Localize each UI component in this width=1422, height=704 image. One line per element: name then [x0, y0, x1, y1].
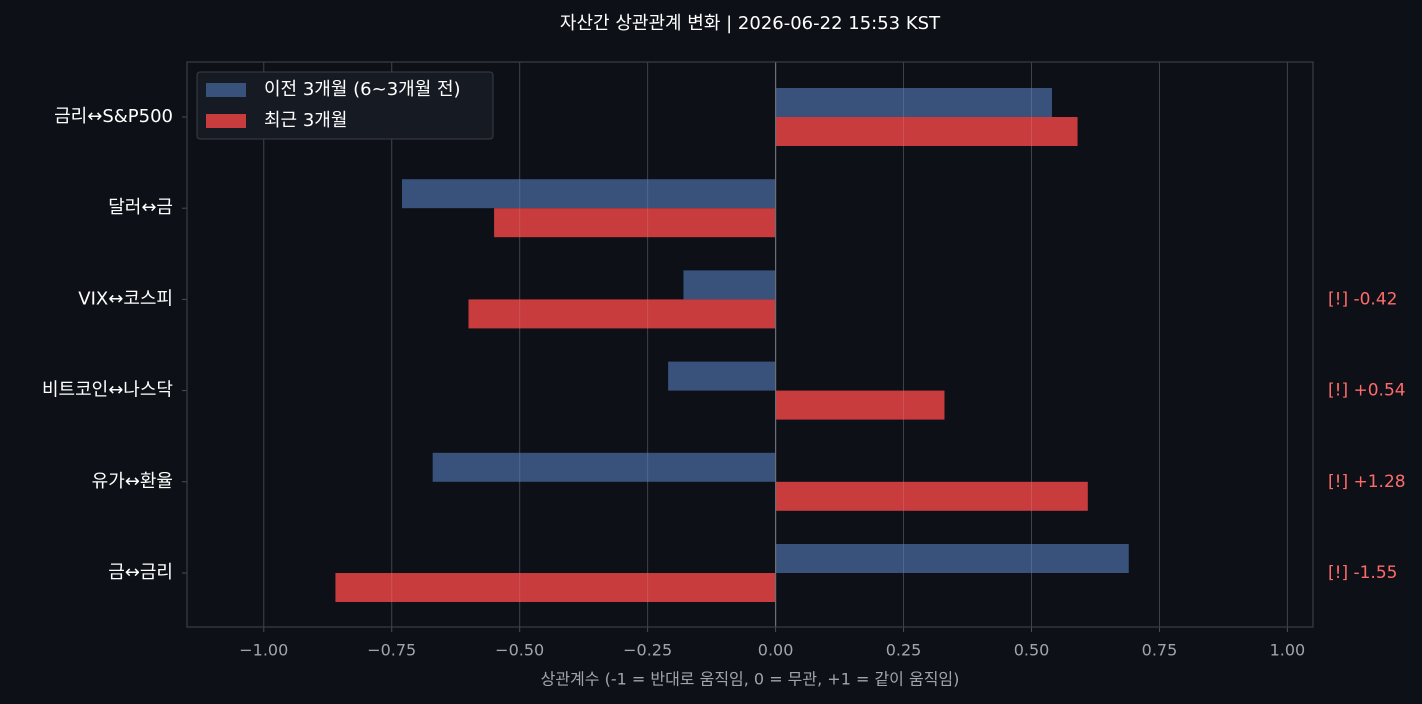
legend-swatch — [206, 114, 246, 128]
bar — [335, 573, 776, 602]
bar — [683, 270, 776, 300]
bar — [494, 208, 776, 238]
legend-box — [196, 71, 494, 140]
chart-title: 자산간 상관관계 변화 | 2026-06-22 15:53 KST — [560, 13, 941, 34]
bar — [401, 179, 776, 209]
legend: 이전 3개월 (6~3개월 전) 최근 3개월 — [196, 71, 494, 140]
y-tick-label: VIX↔코스피 — [78, 288, 173, 309]
y-tick-label: 달러↔금 — [108, 197, 173, 218]
x-axis-label: 상관계수 (-1 = 반대로 움직임, 0 = 무관, +1 = 같이 움직임) — [541, 670, 960, 689]
bar — [775, 544, 1129, 573]
y-tick-label: 유가↔환율 — [92, 471, 173, 492]
y-tick-label: 비트코인↔나스닥 — [42, 380, 173, 401]
plot-frame — [186, 61, 1314, 628]
annotation: [!] +0.54 — [1328, 381, 1406, 401]
x-tick-label: −0.50 — [495, 641, 544, 660]
legend-swatch — [206, 83, 246, 97]
annotation: [!] -1.55 — [1328, 563, 1397, 583]
x-tick-label: 0.50 — [1014, 641, 1050, 660]
x-tick-label: −0.75 — [367, 641, 416, 660]
bar — [775, 481, 1088, 511]
annotation: [!] -0.42 — [1328, 289, 1397, 309]
x-tick-label: 1.00 — [1270, 641, 1306, 660]
bar — [775, 88, 1052, 117]
bar — [468, 299, 776, 329]
x-tick-label: 0.75 — [1142, 641, 1178, 660]
legend-label: 최근 3개월 — [264, 110, 347, 131]
x-tick-label: −0.25 — [623, 641, 672, 660]
bar — [432, 452, 776, 482]
y-tick-label: 금↔금리 — [108, 562, 173, 583]
x-tick-label: −1.00 — [239, 641, 288, 660]
bar — [668, 361, 776, 391]
bar — [775, 117, 1078, 146]
y-tick-label: 금리↔S&P500 — [54, 106, 173, 127]
x-tick-label: 0.25 — [886, 641, 922, 660]
legend-label: 이전 3개월 (6~3개월 전) — [264, 79, 461, 100]
annotation: [!] +1.28 — [1328, 472, 1406, 492]
bar — [775, 390, 945, 420]
x-tick-label: 0.00 — [758, 641, 794, 660]
